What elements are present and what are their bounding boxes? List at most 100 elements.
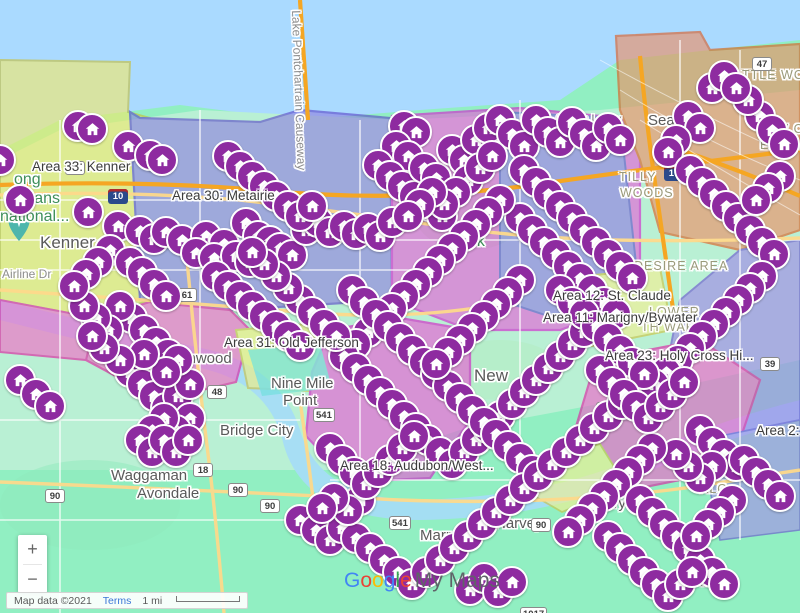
house-icon bbox=[12, 192, 29, 209]
map-marker[interactable] bbox=[420, 348, 452, 380]
highway-shield-48: 48 bbox=[207, 385, 227, 399]
highway-shield-90: 90 bbox=[228, 483, 248, 497]
map-marker[interactable] bbox=[236, 236, 268, 268]
zoom-out-button[interactable]: − bbox=[27, 568, 38, 589]
house-icon bbox=[484, 148, 501, 165]
map-marker[interactable] bbox=[306, 492, 338, 524]
attribution-bar: Map data ©2021 Terms 1 mi bbox=[6, 592, 249, 609]
map-marker[interactable] bbox=[764, 480, 796, 512]
house-icon bbox=[284, 247, 301, 264]
logo-letter-e: e bbox=[400, 569, 412, 592]
highway-shield-10: 10 bbox=[108, 189, 128, 204]
map-marker[interactable] bbox=[676, 556, 708, 588]
map-marker[interactable] bbox=[72, 196, 104, 228]
map-marker[interactable] bbox=[392, 200, 424, 232]
map-marker[interactable] bbox=[174, 368, 206, 400]
house-icon bbox=[608, 306, 625, 323]
logo-letter-g: G bbox=[344, 569, 361, 592]
map-marker[interactable] bbox=[740, 184, 772, 216]
house-icon bbox=[660, 144, 677, 161]
logo-letter-g2: g bbox=[383, 569, 396, 592]
map-marker[interactable] bbox=[146, 144, 178, 176]
terms-link[interactable]: Terms bbox=[102, 594, 132, 607]
house-icon bbox=[180, 432, 197, 449]
map-marker[interactable] bbox=[150, 280, 182, 312]
map-marker[interactable] bbox=[58, 270, 90, 302]
house-icon bbox=[772, 488, 789, 505]
map-marker[interactable] bbox=[708, 568, 740, 600]
house-icon bbox=[766, 246, 783, 263]
map-marker[interactable] bbox=[76, 320, 108, 352]
highway-shield-18: 18 bbox=[193, 463, 213, 477]
map-marker[interactable] bbox=[320, 320, 352, 352]
house-icon bbox=[748, 192, 765, 209]
house-icon bbox=[684, 564, 701, 581]
logo-letter-l: l bbox=[395, 569, 401, 592]
map-data-copyright: Map data ©2021 bbox=[14, 594, 92, 607]
zoom-controls[interactable]: + − bbox=[18, 535, 47, 593]
house-icon bbox=[716, 576, 733, 593]
zoom-in-button[interactable]: + bbox=[27, 539, 38, 560]
house-icon bbox=[314, 500, 331, 517]
house-icon bbox=[120, 138, 137, 155]
house-icon bbox=[154, 152, 171, 169]
house-icon bbox=[636, 366, 653, 383]
map-marker[interactable] bbox=[284, 330, 316, 362]
house-icon bbox=[408, 124, 425, 141]
map-marker[interactable] bbox=[476, 140, 508, 172]
house-icon bbox=[516, 138, 533, 155]
map-marker[interactable] bbox=[552, 516, 584, 548]
highway-shield-541: 541 bbox=[389, 516, 411, 530]
house-icon bbox=[504, 574, 521, 591]
house-icon bbox=[624, 270, 641, 287]
house-icon bbox=[80, 204, 97, 221]
map-marker[interactable] bbox=[720, 72, 752, 104]
house-icon bbox=[728, 80, 745, 97]
zoom-control-divider bbox=[23, 563, 42, 565]
house-icon bbox=[612, 132, 629, 149]
house-icon bbox=[110, 218, 127, 235]
map-marker[interactable] bbox=[496, 566, 528, 598]
house-icon bbox=[688, 528, 705, 545]
map-marker[interactable] bbox=[4, 184, 36, 216]
house-icon bbox=[42, 398, 59, 415]
map-marker[interactable] bbox=[604, 124, 636, 156]
house-icon bbox=[692, 120, 709, 137]
map-marker[interactable] bbox=[652, 136, 684, 168]
house-icon bbox=[84, 328, 101, 345]
map-marker[interactable] bbox=[172, 424, 204, 456]
map-marker[interactable] bbox=[398, 420, 430, 452]
house-icon bbox=[84, 121, 101, 138]
house-icon bbox=[552, 134, 569, 151]
house-icon bbox=[400, 208, 417, 225]
highway-shield-541: 541 bbox=[313, 408, 335, 422]
house-icon bbox=[406, 428, 423, 445]
map-marker[interactable] bbox=[668, 366, 700, 398]
highway-shield-90: 90 bbox=[45, 489, 65, 503]
map-marker[interactable] bbox=[680, 520, 712, 552]
highway-shield-1017: 1017 bbox=[520, 607, 548, 613]
highway-shield-47: 47 bbox=[752, 57, 772, 71]
highway-shield-39: 39 bbox=[760, 357, 780, 371]
map-marker[interactable] bbox=[768, 128, 800, 160]
house-icon bbox=[668, 446, 685, 463]
logo-letter-o2: o bbox=[372, 569, 384, 592]
house-icon bbox=[158, 288, 175, 305]
highway-shield-49: 49 bbox=[65, 161, 85, 175]
map-marker[interactable] bbox=[616, 262, 648, 294]
map-marker[interactable] bbox=[296, 190, 328, 222]
scale-label: 1 mi bbox=[142, 594, 163, 607]
airport-poi-icon bbox=[6, 210, 32, 242]
house-icon bbox=[136, 346, 153, 363]
house-icon bbox=[776, 136, 793, 153]
house-icon bbox=[244, 244, 261, 261]
house-icon bbox=[182, 376, 199, 393]
house-icon bbox=[428, 356, 445, 373]
map-marker[interactable] bbox=[150, 356, 182, 388]
house-icon bbox=[0, 152, 9, 169]
house-icon bbox=[560, 524, 577, 541]
house-icon bbox=[292, 338, 309, 355]
map-marker[interactable] bbox=[34, 390, 66, 422]
map-marker[interactable] bbox=[76, 113, 108, 145]
